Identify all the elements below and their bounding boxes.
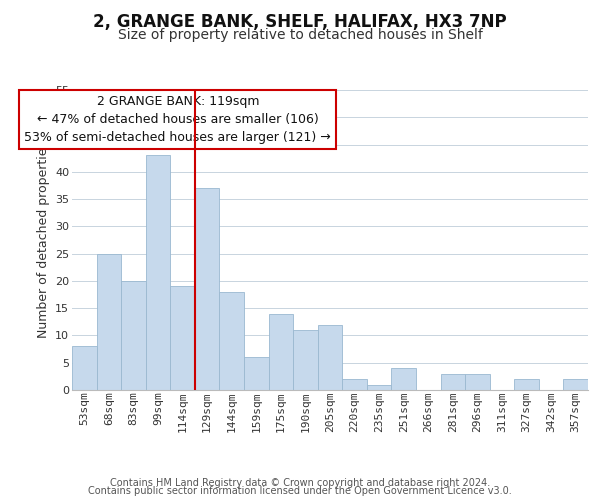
Bar bbox=[220, 292, 244, 390]
Bar bbox=[440, 374, 465, 390]
Bar bbox=[318, 324, 342, 390]
Bar bbox=[146, 156, 170, 390]
Bar bbox=[121, 281, 146, 390]
Bar bbox=[244, 358, 269, 390]
Text: 2, GRANGE BANK, SHELF, HALIFAX, HX3 7NP: 2, GRANGE BANK, SHELF, HALIFAX, HX3 7NP bbox=[93, 12, 507, 30]
Text: Contains HM Land Registry data © Crown copyright and database right 2024.: Contains HM Land Registry data © Crown c… bbox=[110, 478, 490, 488]
Text: 2 GRANGE BANK: 119sqm
← 47% of detached houses are smaller (106)
53% of semi-det: 2 GRANGE BANK: 119sqm ← 47% of detached … bbox=[25, 94, 331, 144]
Bar bbox=[514, 379, 539, 390]
Bar bbox=[293, 330, 318, 390]
Bar bbox=[563, 379, 588, 390]
Bar bbox=[170, 286, 195, 390]
Bar bbox=[195, 188, 220, 390]
Text: Size of property relative to detached houses in Shelf: Size of property relative to detached ho… bbox=[118, 28, 482, 42]
Bar bbox=[342, 379, 367, 390]
Bar bbox=[72, 346, 97, 390]
Text: Contains public sector information licensed under the Open Government Licence v3: Contains public sector information licen… bbox=[88, 486, 512, 496]
Bar bbox=[269, 314, 293, 390]
Bar bbox=[97, 254, 121, 390]
Bar bbox=[465, 374, 490, 390]
Bar bbox=[367, 384, 391, 390]
Bar bbox=[391, 368, 416, 390]
Y-axis label: Number of detached properties: Number of detached properties bbox=[37, 142, 50, 338]
